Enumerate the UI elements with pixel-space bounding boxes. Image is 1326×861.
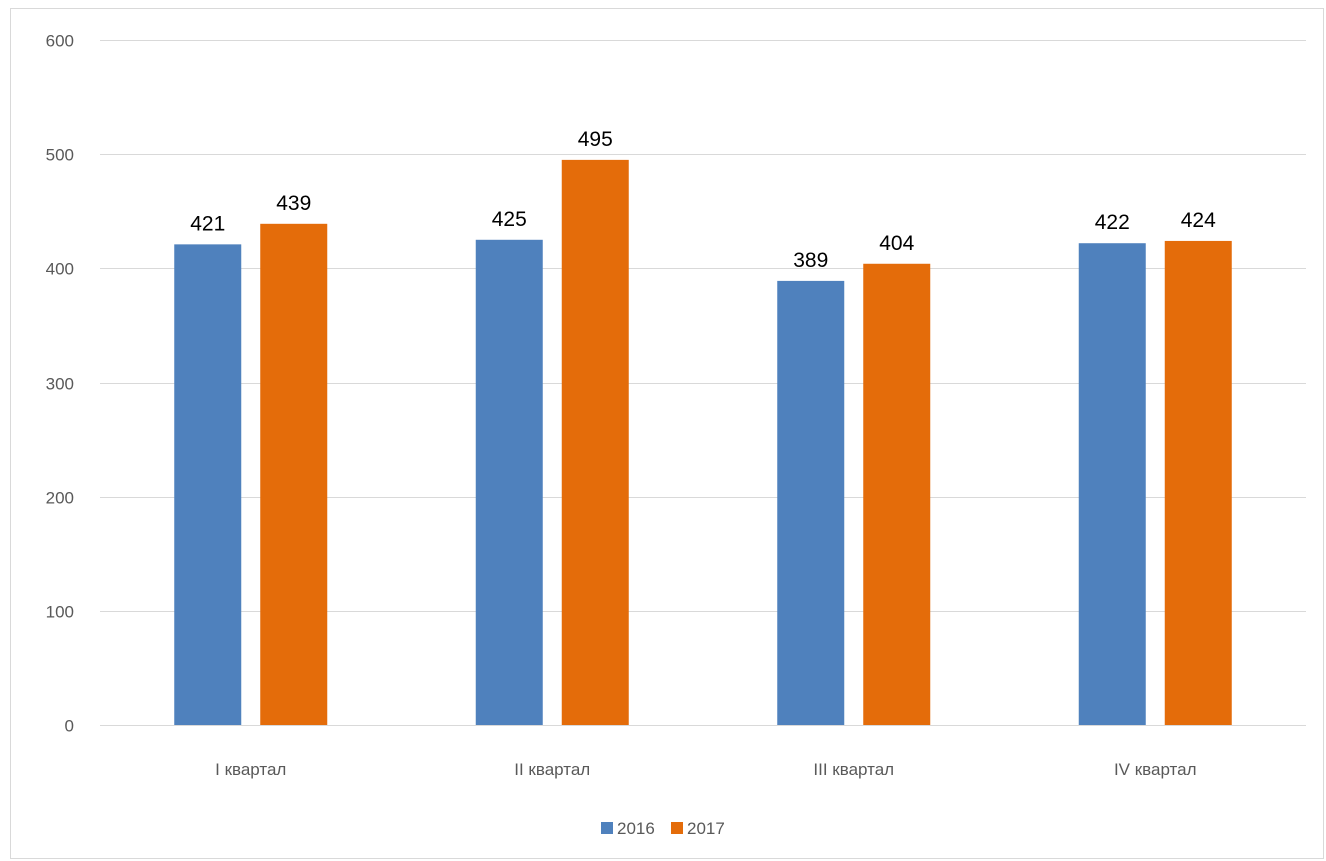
data-label: 404 (879, 232, 914, 255)
bar-2016 (777, 280, 845, 725)
bar-2017 (1164, 240, 1232, 725)
bar-2017 (260, 223, 328, 725)
bar-2017 (863, 263, 931, 725)
data-label: 424 (1181, 209, 1216, 232)
data-label: 495 (578, 128, 613, 151)
legend-swatch (671, 822, 683, 834)
legend-label: 2017 (687, 819, 725, 838)
bar-2017 (561, 159, 629, 725)
y-axis-ticks: 0 100 200 300 400 500 600 (46, 32, 74, 736)
data-label: 421 (190, 212, 225, 235)
y-tick-label: 200 (46, 489, 74, 508)
data-label: 439 (276, 192, 311, 215)
category-label: II квартал (514, 760, 590, 779)
data-label: 389 (793, 249, 828, 272)
category-label: III квартал (813, 760, 894, 779)
data-labels: 421 439 425 495 389 404 422 424 (190, 128, 1216, 272)
legend-swatch (601, 822, 613, 834)
y-tick-label: 500 (46, 146, 74, 165)
legend: 2016 2017 (601, 819, 725, 838)
bar-2016 (475, 239, 543, 725)
bar-2016 (1078, 243, 1146, 725)
category-label: IV квартал (1114, 760, 1197, 779)
y-tick-label: 300 (46, 375, 74, 394)
data-label: 422 (1095, 211, 1130, 234)
bar-2016 (174, 244, 242, 725)
y-tick-label: 600 (46, 32, 74, 51)
category-label: I квартал (215, 760, 286, 779)
y-tick-label: 100 (46, 603, 74, 622)
data-label: 425 (492, 208, 527, 231)
x-axis-categories: I квартал II квартал III квартал IV квартал (215, 760, 1196, 779)
bars (174, 159, 1232, 725)
y-tick-label: 400 (46, 260, 74, 279)
y-tick-label: 0 (65, 717, 74, 736)
legend-label: 2016 (617, 819, 655, 838)
